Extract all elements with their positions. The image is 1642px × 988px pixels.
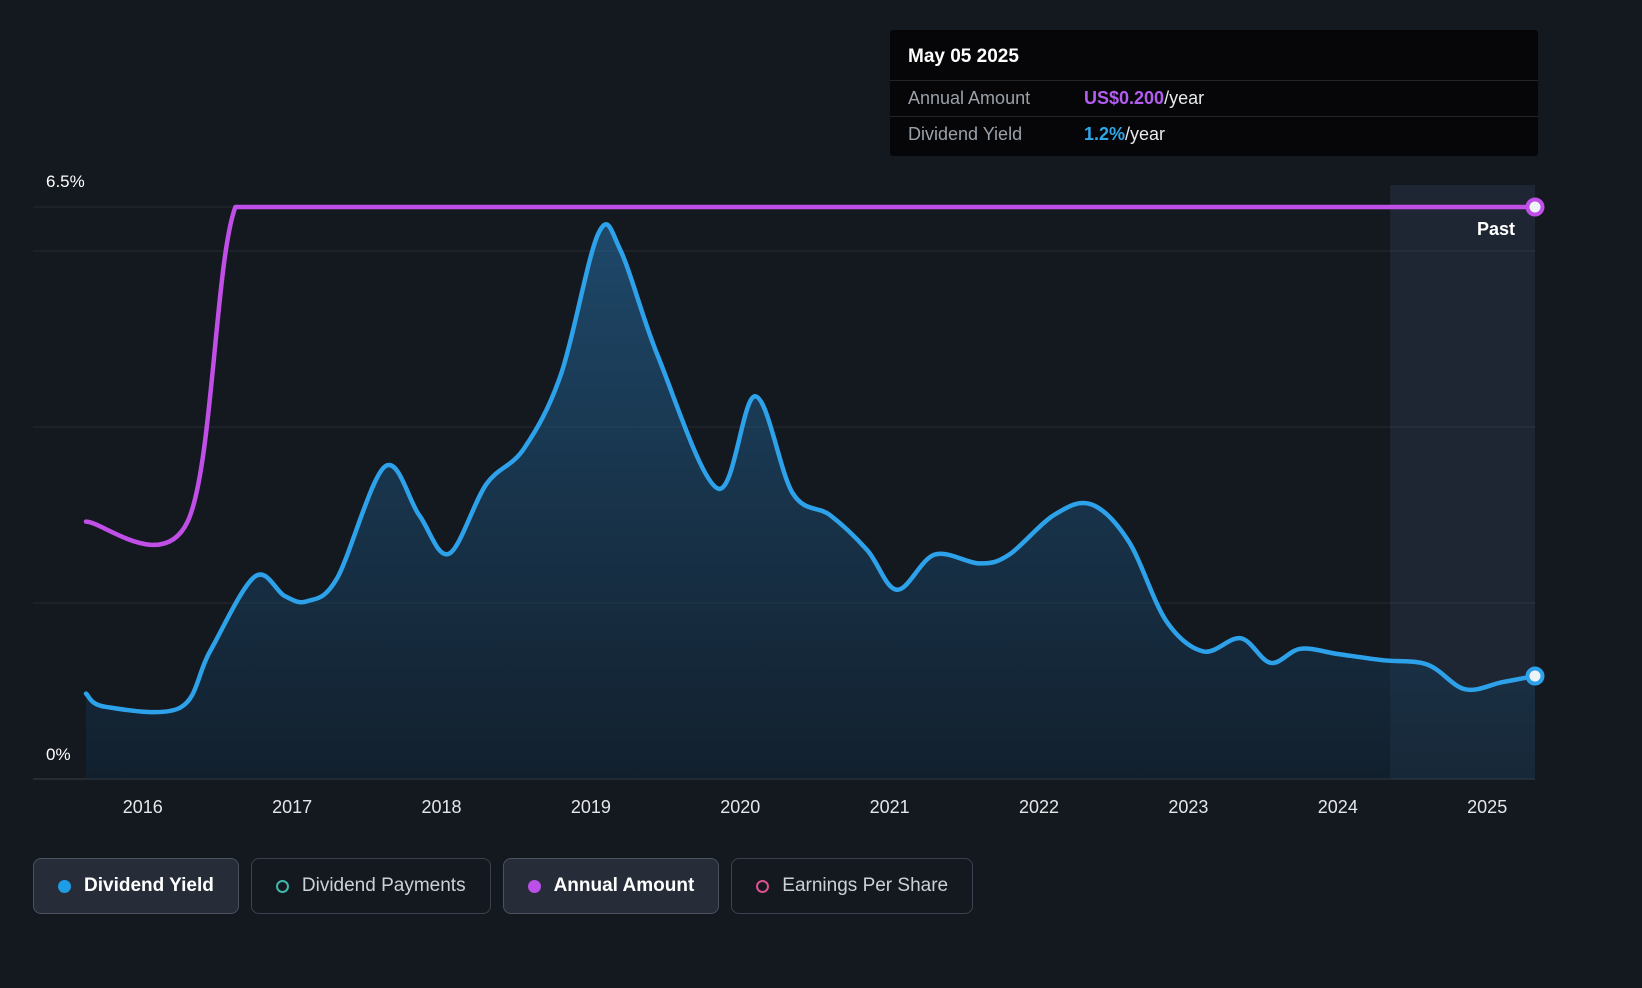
x-axis-label-2025: 2025: [1467, 797, 1508, 817]
legend-item-dividend-payments[interactable]: Dividend Payments: [250, 858, 491, 914]
legend-item-earnings-per-share[interactable]: Earnings Per Share: [731, 858, 974, 914]
x-axis-label-2017: 2017: [272, 797, 313, 817]
y-axis-label-bottom: 0%: [46, 745, 71, 764]
legend-item-annual-amount[interactable]: Annual Amount: [502, 858, 720, 914]
earnings-per-share-marker-icon: [756, 879, 770, 893]
tooltip-row-suffix: /year: [1164, 88, 1205, 108]
tooltip-row-suffix: /year: [1125, 124, 1166, 144]
legend-item-dividend-yield[interactable]: Dividend Yield: [33, 858, 239, 914]
legend-label: Dividend Yield: [84, 875, 214, 896]
legend-label: Earnings Per Share: [782, 875, 949, 896]
tooltip-date: May 05 2025: [908, 46, 1019, 67]
tooltip-row-label: Dividend Yield: [908, 124, 1023, 144]
legend: Dividend Yield Dividend Payments Annual Am…: [33, 858, 974, 914]
x-axis-label-2022: 2022: [1019, 797, 1060, 817]
chart-series: [83, 197, 1545, 780]
x-axis-label-2016: 2016: [122, 797, 163, 817]
chart-canvas[interactable]: [0, 0, 1642, 840]
x-axis: 2016 2017 2018 2019 2020 2021 2022 2023 2024 2025: [0, 797, 1642, 827]
x-axis-label-2024: 2024: [1317, 797, 1358, 817]
tooltip-row-value: US$0.200: [1084, 88, 1165, 108]
tooltip-row-label: Annual Amount: [908, 88, 1031, 108]
tooltip-row-value: 1.2%: [1084, 124, 1126, 144]
x-axis-label-2018: 2018: [421, 797, 462, 817]
tooltip-row-annual-amount: Annual Amount US$0.200 /year: [890, 80, 1538, 116]
tooltip: May 05 2025 Annual Amount US$0.200 /year…: [890, 30, 1538, 156]
dividend-yield-marker-icon: [58, 879, 71, 893]
legend-label: Dividend Payments: [301, 875, 466, 896]
x-axis-label-2020: 2020: [720, 797, 761, 817]
legend-label: Annual Amount: [553, 875, 695, 896]
dividend-payments-marker-icon: [275, 879, 289, 893]
annual-amount-marker-icon: [527, 879, 541, 893]
past-region-label: Past: [1477, 219, 1516, 239]
x-axis-label-2023: 2023: [1168, 797, 1209, 817]
x-axis-label-2019: 2019: [570, 797, 611, 817]
y-axis-label-top: 6.5%: [46, 172, 85, 191]
x-axis-label-2021: 2021: [869, 797, 910, 817]
tooltip-row-dividend-yield: Dividend Yield 1.2% /year: [890, 116, 1538, 152]
